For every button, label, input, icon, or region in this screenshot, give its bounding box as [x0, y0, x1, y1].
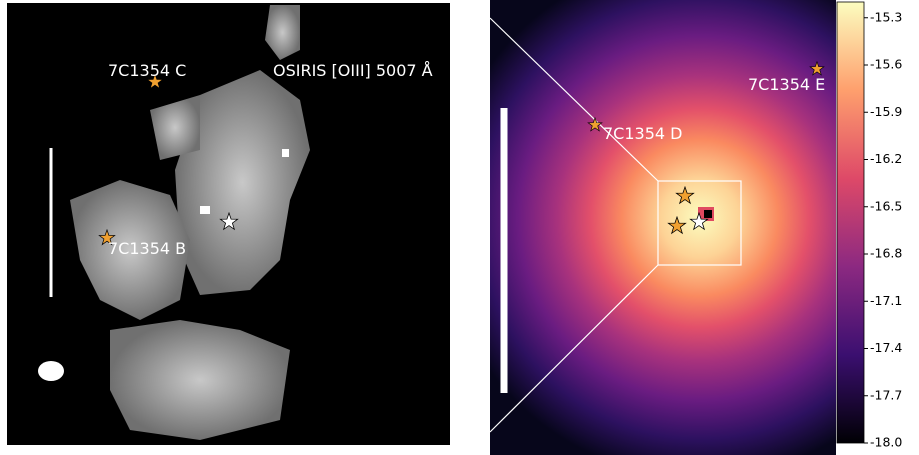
zoom-line [489, 264, 659, 433]
colorbar-tick-label: -15.3 [870, 9, 902, 24]
annotation: 7C1354 E [748, 75, 825, 94]
annotation: 7C1354 C [108, 61, 186, 80]
beam [38, 361, 64, 381]
emission-map [70, 5, 310, 440]
colorbar-tick-label: -17.7 [870, 387, 902, 402]
colorbar-tick-label: -16.5 [870, 198, 902, 213]
colorbar-body [836, 1, 865, 444]
colorbar-tick-label: -17.4 [870, 340, 902, 355]
bright-pixel [282, 149, 289, 157]
annotation: 7C1354 D [603, 124, 682, 143]
colorbar-tick-label: -16.2 [870, 151, 902, 166]
pixel [704, 210, 712, 218]
colorbar-tick-label: -16.8 [870, 246, 902, 261]
zoom-line [489, 17, 659, 182]
image-background [490, 0, 836, 455]
right-panel: 7C1354 D 7C1354 E [489, 0, 836, 455]
colorbar-tick-label: -15.6 [870, 57, 902, 72]
left-panel: 7C1354 C OSIRIS [OIII] 5007 Å 7C1354 B [7, 3, 450, 445]
bright-pixel [200, 206, 210, 214]
colorbar: -15.3 -15.6 -15.9 -16.2 -16.5 -16.8 -17.1 -17.4… [836, 1, 902, 450]
colorbar-tick-label: -17.1 [870, 293, 902, 308]
zoom-box [657, 180, 742, 266]
colorbar-tick-label: -18.0 [870, 435, 902, 450]
annotation: OSIRIS [OIII] 5007 Å [273, 61, 433, 80]
colorbar-tick-label: -15.9 [870, 104, 902, 119]
annotation: 7C1354 B [108, 239, 186, 258]
